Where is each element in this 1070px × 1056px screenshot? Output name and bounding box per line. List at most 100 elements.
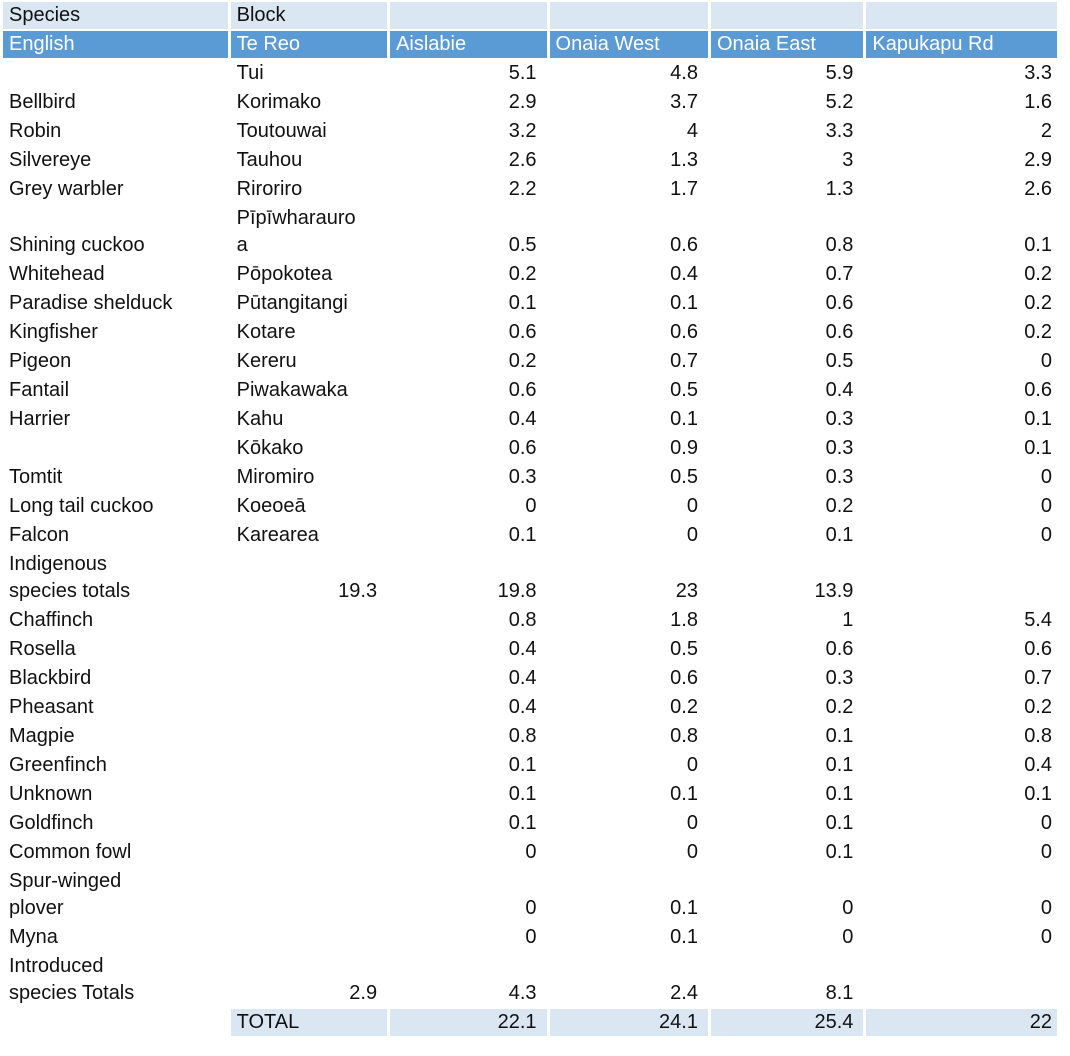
value-cell[interactable]: 0.8 (508, 725, 537, 747)
value-cell[interactable]: 0.5 (508, 234, 537, 256)
value-cell[interactable]: 0 (525, 841, 537, 863)
value-cell[interactable]: 0 (525, 897, 537, 919)
species-english-cell[interactable]: Grey warbler (9, 178, 124, 200)
value-cell[interactable]: 3 (842, 149, 854, 171)
species-english-cell[interactable]: Common fowl (9, 841, 132, 863)
value-cell[interactable]: 0.2 (825, 696, 854, 718)
species-te-reo-cell[interactable] (231, 781, 387, 808)
group-header-empty-cell[interactable] (390, 2, 547, 29)
species-te-reo-cell[interactable] (231, 752, 387, 779)
value-cell[interactable]: 0.1 (508, 812, 537, 834)
value-cell[interactable]: 0 (1040, 841, 1052, 863)
value-cell[interactable]: 0.5 (670, 638, 698, 660)
value-cell[interactable]: 0.1 (1024, 234, 1052, 256)
species-english-cell[interactable]: Whitehead (9, 263, 105, 285)
value-cell[interactable]: 0.1 (1024, 437, 1052, 459)
species-te-reo-cell[interactable] (231, 665, 387, 692)
species-te-reo-cell[interactable]: Miromiro (236, 466, 315, 488)
species-te-reo-cell[interactable]: Pīpīwharauro a (236, 207, 356, 256)
species-english-cell[interactable]: Magpie (9, 725, 75, 747)
value-cell[interactable]: 0 (1040, 812, 1052, 834)
value-cell[interactable]: 0.6 (508, 437, 537, 459)
species-english-cell[interactable]: Shining cuckoo (9, 234, 145, 256)
value-cell[interactable]: 5.1 (508, 62, 537, 84)
value-cell[interactable]: 0.1 (1024, 408, 1052, 430)
column-header-onaia-east[interactable]: Onaia East (710, 31, 864, 58)
species-te-reo-cell[interactable]: Kereru (236, 350, 297, 372)
value-cell[interactable]: 0.7 (1024, 667, 1052, 689)
value-cell[interactable]: 0.1 (670, 783, 698, 805)
value-cell[interactable]: 22 (866, 1009, 1057, 1036)
value-cell[interactable]: 0.4 (670, 263, 698, 285)
value-cell[interactable]: 0.2 (1024, 292, 1052, 314)
species-english-cell[interactable]: Silvereye (9, 149, 92, 171)
value-cell[interactable]: 0.6 (670, 321, 698, 343)
species-te-reo-cell[interactable] (231, 723, 387, 750)
value-cell[interactable]: 2 (1040, 120, 1052, 142)
value-cell[interactable]: 0.7 (670, 350, 698, 372)
species-english-cell[interactable]: Unknown (9, 783, 93, 805)
value-cell[interactable]: 0.1 (508, 524, 537, 546)
empty-cell[interactable] (866, 551, 1057, 605)
species-english-cell[interactable]: Spur-winged plover (9, 870, 122, 919)
value-cell[interactable]: 4.3 (508, 982, 537, 1004)
value-cell[interactable]: 0.1 (508, 292, 537, 314)
species-te-reo-cell[interactable]: Kahu (236, 408, 284, 430)
value-cell[interactable]: 0 (1040, 466, 1052, 488)
value-cell[interactable]: 4.8 (670, 62, 698, 84)
species-english-cell[interactable]: Rosella (9, 638, 76, 660)
species-english-cell[interactable]: Pheasant (9, 696, 94, 718)
value-cell[interactable]: 0.4 (825, 379, 854, 401)
species-te-reo-cell[interactable]: Kotare (236, 321, 296, 343)
value-cell[interactable]: 3.2 (508, 120, 537, 142)
value-cell[interactable]: 0.5 (670, 379, 698, 401)
value-cell[interactable]: 0.6 (1024, 379, 1052, 401)
column-header-english[interactable]: English (3, 31, 228, 58)
block-group-header[interactable]: Block (230, 2, 388, 29)
value-cell[interactable]: 0.2 (1024, 696, 1052, 718)
value-cell[interactable]: 0 (525, 926, 537, 948)
group-header-empty-cell[interactable] (866, 2, 1057, 29)
value-cell[interactable]: 0 (686, 812, 698, 834)
value-cell[interactable]: 2.9 (508, 91, 537, 113)
value-cell[interactable]: 4 (686, 120, 698, 142)
species-english-cell[interactable]: Introduced species Totals (9, 955, 135, 1004)
value-cell[interactable]: 0.2 (825, 495, 854, 517)
value-cell[interactable]: 0.4 (1024, 754, 1052, 776)
value-cell[interactable]: 0.6 (825, 321, 854, 343)
value-cell[interactable]: 1.3 (670, 149, 698, 171)
species-te-reo-cell[interactable] (231, 810, 387, 837)
value-cell[interactable]: 1.7 (670, 178, 698, 200)
species-te-reo-cell[interactable]: Pōpokotea (236, 263, 333, 285)
value-cell[interactable]: 0.2 (508, 263, 537, 285)
value-cell[interactable]: 1 (842, 609, 854, 631)
species-te-reo-cell[interactable]: Toutouwai (236, 120, 327, 142)
value-cell[interactable]: 0.4 (508, 408, 537, 430)
species-english-cell[interactable]: Robin (9, 120, 62, 142)
value-cell[interactable]: 0 (842, 897, 854, 919)
value-cell[interactable]: 0.2 (670, 696, 698, 718)
species-te-reo-cell[interactable] (231, 924, 387, 951)
value-cell[interactable]: 0 (1040, 524, 1052, 546)
value-cell[interactable]: 0.2 (508, 350, 537, 372)
value-cell[interactable]: 0.1 (1024, 783, 1052, 805)
value-cell[interactable]: 0 (686, 495, 698, 517)
value-cell[interactable]: 0.3 (825, 408, 854, 430)
value-cell[interactable]: 0 (842, 926, 854, 948)
value-cell[interactable]: 3.3 (1024, 62, 1052, 84)
species-english-cell[interactable]: Indigenous species totals (9, 553, 131, 602)
species-te-reo-cell[interactable] (231, 607, 387, 634)
species-te-reo-cell[interactable]: Riroriro (236, 178, 303, 200)
value-cell[interactable]: 0 (1040, 495, 1052, 517)
value-cell[interactable]: 0.3 (825, 667, 854, 689)
value-cell[interactable]: 0 (686, 524, 698, 546)
species-english-cell[interactable]: Bellbird (9, 91, 76, 113)
value-cell[interactable]: 0.8 (508, 609, 537, 631)
value-cell[interactable]: 0.1 (670, 926, 698, 948)
species-english-cell[interactable]: Falcon (9, 524, 70, 546)
value-cell[interactable]: 2.6 (1024, 178, 1052, 200)
value-cell[interactable]: 24.1 (549, 1009, 708, 1036)
species-english-cell[interactable]: Goldfinch (9, 812, 94, 834)
value-cell[interactable]: 0.1 (825, 783, 854, 805)
value-cell[interactable]: 0.3 (825, 437, 854, 459)
